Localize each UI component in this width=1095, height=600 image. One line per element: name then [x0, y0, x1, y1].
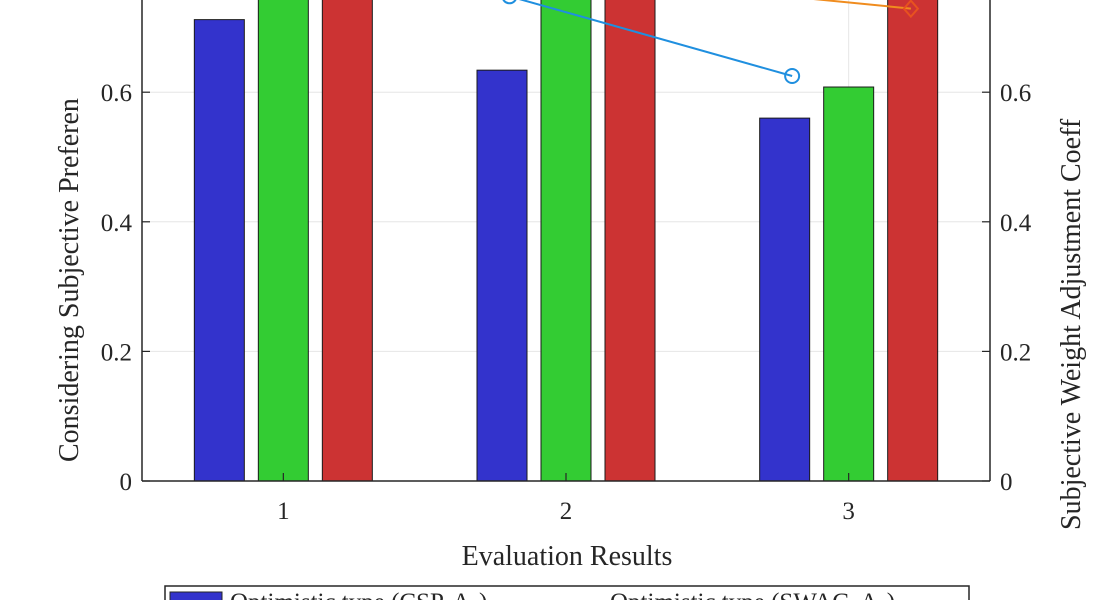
- bar-series2-cat2: [540, 0, 592, 482]
- legend: Optimistic type (CSP, A₁) Optimistic typ…: [164, 585, 970, 600]
- y2-tick-label-2: 0.4: [1000, 210, 1032, 237]
- y-tick-label-2: 0.4: [101, 210, 133, 237]
- y2-tick-label-3: 0.6: [1000, 80, 1031, 107]
- x-tick-label-0: 1: [277, 498, 290, 525]
- line-2: [813, 0, 911, 10]
- line-series: [502, 0, 920, 84]
- bar-series2-cat3: [823, 86, 875, 482]
- y2-axis-label: Subjective Weight Adjustment Coeff: [1056, 118, 1087, 530]
- line-2-marker-1: [902, 0, 920, 19]
- line-1-marker-0: [502, 0, 517, 5]
- bar-series3-cat1: [321, 0, 373, 482]
- y2-tick-label-1: 0.2: [1000, 339, 1031, 366]
- bar-series3-cat3: [887, 0, 939, 482]
- legend-entry-swac: Optimistic type (SWAC, A₁): [610, 589, 895, 600]
- bars: [193, 0, 939, 482]
- x-axis-label: Evaluation Results: [462, 541, 673, 572]
- bar-series1-cat1: [193, 19, 245, 482]
- x-tick-label-1: 2: [560, 498, 573, 525]
- tick-labels: 0 0.2 0.4 0.6 0 0.2 0.4 0.6 1 2 3: [101, 80, 1032, 525]
- y-tick-label-0: 0: [120, 469, 133, 496]
- bar-series2-cat1: [257, 0, 309, 482]
- line-1-marker-1: [784, 68, 801, 84]
- axes: [141, 0, 991, 482]
- y-tick-label-1: 0.2: [101, 339, 132, 366]
- bar-series1-cat2: [476, 69, 528, 482]
- bar-series1-cat3: [759, 117, 811, 482]
- line-1: [518, 0, 793, 77]
- legend-box: [164, 585, 970, 600]
- legend-swatch-csp: [169, 591, 223, 600]
- legend-entry-csp: Optimistic type (CSP, A₁): [230, 589, 487, 600]
- y2-tick-label-0: 0: [1000, 469, 1013, 496]
- y-tick-label-3: 0.6: [101, 80, 132, 107]
- x-tick-label-2: 3: [842, 498, 855, 525]
- bar-series3-cat2: [604, 0, 656, 482]
- y-axis-label: Considering Subjective Preferen: [54, 98, 85, 462]
